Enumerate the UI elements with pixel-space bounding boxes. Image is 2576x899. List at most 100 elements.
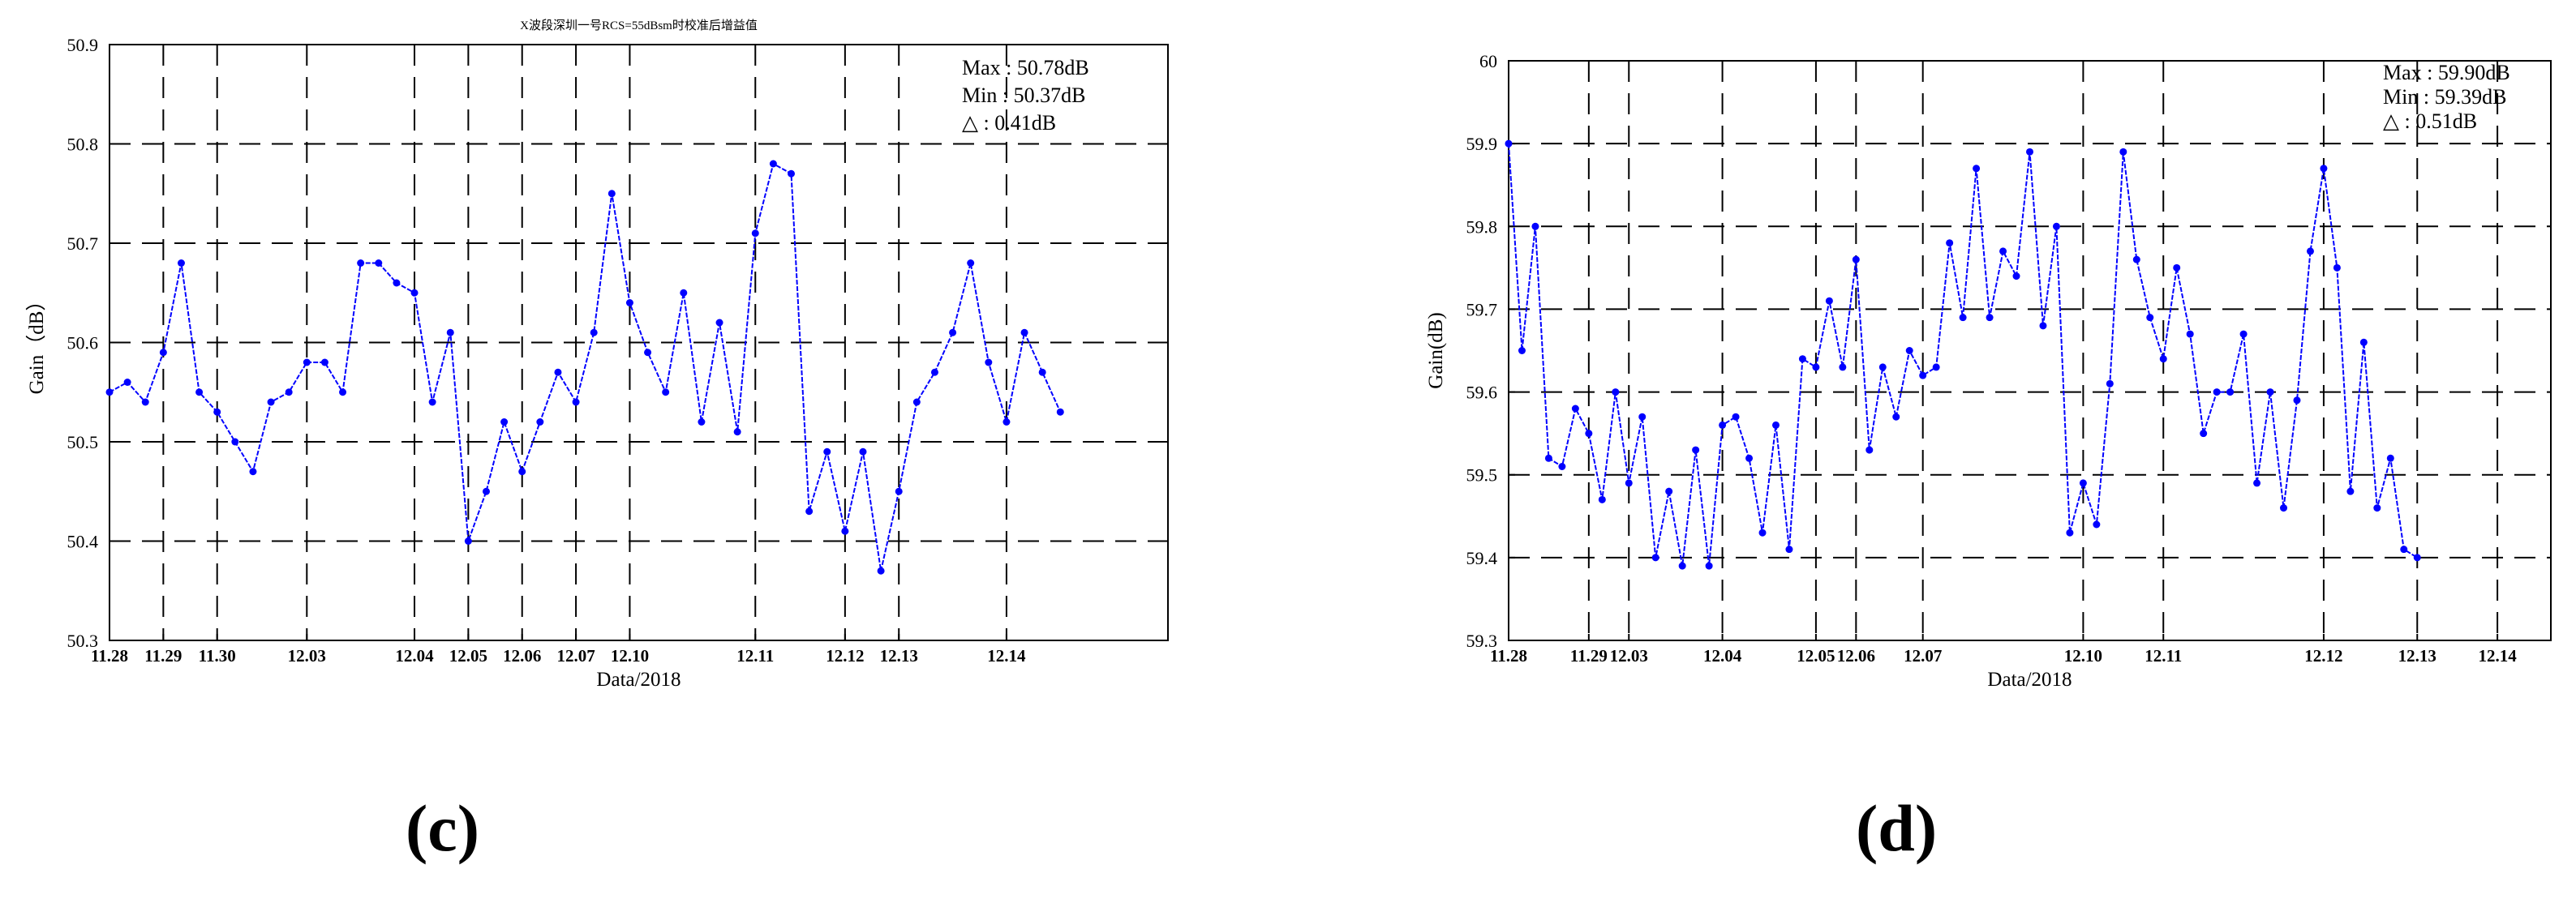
data-point	[2400, 546, 2408, 554]
data-point	[2320, 165, 2328, 173]
data-point	[213, 408, 221, 416]
data-point	[554, 368, 562, 376]
data-point	[1638, 413, 1646, 421]
data-point	[590, 328, 598, 336]
data-point	[788, 169, 796, 178]
data-point	[2066, 529, 2074, 537]
data-point	[446, 328, 454, 336]
data-point	[2253, 479, 2261, 487]
x-tick-label: 12.12	[826, 646, 864, 666]
y-tick-label: 50.5	[67, 432, 99, 452]
x-tick-label: 12.13	[880, 646, 918, 666]
data-point	[2333, 263, 2341, 272]
data-point	[1518, 347, 1526, 354]
data-point	[1999, 247, 2007, 255]
x-tick-label: 12.07	[1904, 646, 1942, 666]
data-point	[985, 358, 993, 366]
data-point	[1812, 363, 1820, 371]
x-tick-label: 12.14	[2478, 646, 2517, 666]
x-tick-label: 12.10	[2064, 646, 2102, 666]
data-point	[1732, 413, 1740, 421]
y-tick-label: 59.5	[1466, 465, 1498, 486]
data-point	[733, 428, 741, 436]
data-point	[339, 388, 347, 396]
data-point	[231, 438, 239, 446]
data-point	[1932, 363, 1940, 371]
data-point	[1758, 529, 1767, 537]
data-point	[1986, 314, 1994, 322]
data-point	[1651, 554, 1659, 562]
y-tick-label: 59.7	[1466, 299, 1498, 319]
data-point	[105, 388, 114, 396]
x-tick-label: 12.06	[1837, 646, 1875, 666]
data-point	[2173, 263, 2181, 272]
data-point	[303, 358, 311, 366]
data-point	[1585, 430, 1593, 438]
data-point	[841, 527, 849, 535]
x-tick-label: 12.11	[2145, 646, 2182, 666]
data-point	[267, 398, 275, 406]
data-point	[859, 447, 867, 456]
stats-annotation: Min : 59.39dB	[2383, 85, 2506, 109]
data-point	[751, 229, 759, 238]
x-tick-label: 11.29	[144, 646, 182, 666]
chart-title: X波段深圳一号RCS=55dBsm时校准后增益值	[520, 19, 758, 32]
data-point	[195, 388, 204, 396]
x-axis-label: Data/2018	[596, 669, 680, 691]
data-point	[967, 259, 975, 267]
data-point	[1798, 355, 1806, 363]
data-point	[1612, 388, 1620, 396]
x-tick-label: 12.05	[1797, 646, 1835, 666]
data-point	[2373, 504, 2381, 512]
stats-annotation: Min : 50.37dB	[962, 83, 1085, 107]
data-point	[2106, 379, 2114, 387]
plot-frame	[1508, 60, 2552, 641]
x-tick-label: 12.03	[288, 646, 326, 666]
x-tick-label: 12.06	[503, 646, 541, 666]
data-point	[930, 368, 938, 376]
data-point	[1002, 418, 1011, 426]
data-point	[1919, 371, 1927, 379]
x-tick-label: 12.05	[449, 646, 487, 666]
data-point	[1056, 408, 1064, 416]
panel-label-c: (c)	[406, 791, 480, 865]
data-point	[572, 398, 580, 406]
data-point	[177, 259, 185, 267]
data-point	[1946, 239, 1954, 247]
plot-frame	[109, 44, 1169, 641]
x-tick-label: 12.03	[1610, 646, 1648, 666]
data-point	[2359, 338, 2368, 346]
data-point	[2293, 396, 2301, 405]
data-point	[249, 468, 257, 476]
data-point	[912, 398, 921, 406]
data-point	[428, 398, 436, 406]
y-tick-label: 50.3	[67, 631, 99, 651]
data-point	[805, 507, 814, 516]
data-point	[1973, 165, 1981, 173]
y-tick-label: 59.4	[1466, 548, 1498, 568]
data-point	[2186, 330, 2194, 338]
x-tick-label: 11.29	[1570, 646, 1608, 666]
data-point	[1020, 328, 1028, 336]
data-point	[1825, 297, 1833, 305]
y-tick-label: 50.7	[67, 233, 99, 254]
data-point	[500, 418, 509, 426]
data-point	[1745, 454, 1754, 462]
data-point	[2239, 330, 2248, 338]
data-point	[895, 487, 903, 495]
data-point	[2200, 430, 2208, 438]
data-point	[2039, 322, 2047, 330]
data-point	[2052, 222, 2060, 230]
x-tick-label: 11.30	[199, 646, 236, 666]
y-tick-label: 59.6	[1466, 383, 1498, 403]
x-axis-label: Data/2018	[1987, 669, 2072, 691]
data-point	[1878, 363, 1887, 371]
y-tick-label: 59.8	[1466, 216, 1498, 237]
x-tick-label: 12.11	[736, 646, 774, 666]
stats-annotation: Max : 59.90dB	[2383, 61, 2510, 84]
series-line	[109, 162, 1062, 572]
chart-panel-1: 59.3 59.4 59.5 59.6 59.7 59.8 59.9 60 11.28 11.29…	[1425, 51, 2552, 691]
panel-label-d: (d)	[1856, 791, 1938, 865]
data-point	[464, 537, 472, 545]
